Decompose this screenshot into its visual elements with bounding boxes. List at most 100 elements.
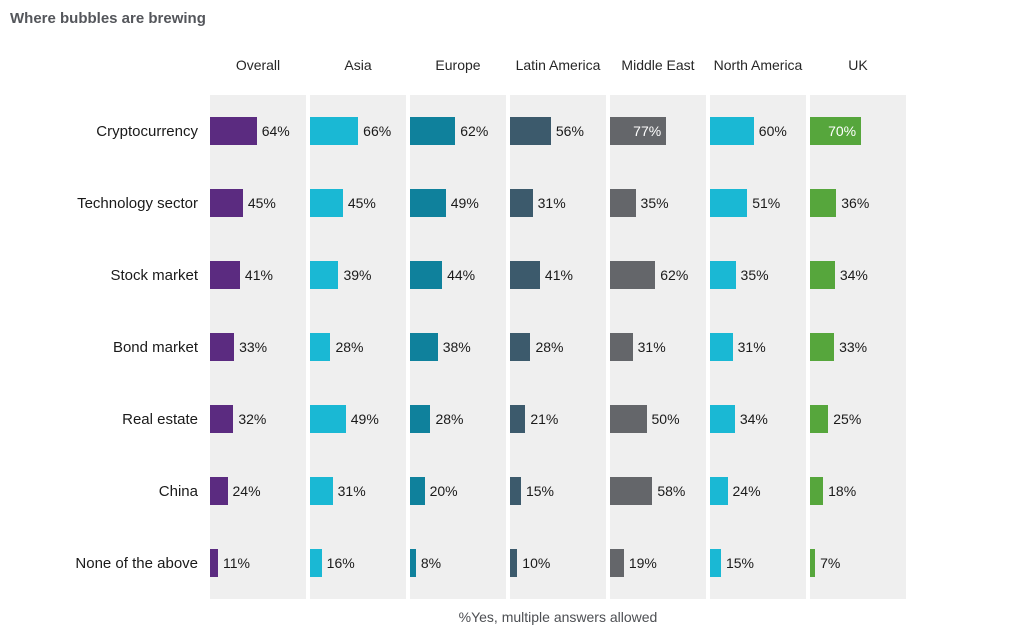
bar-columns: 64% 45% 41% 33% 32% 24% 11% 66% 45% 39% 28% 49% 31% 1… bbox=[210, 95, 906, 599]
bar bbox=[810, 333, 835, 361]
column-latin-america: 56% 31% 41% 28% 21% 15% 10% bbox=[510, 95, 606, 599]
bar-value: 24% bbox=[232, 483, 261, 499]
bar bbox=[210, 477, 228, 505]
column-header-uk: UK bbox=[848, 56, 868, 73]
row-label-cryptocurrency: Cryptocurrency bbox=[96, 122, 198, 140]
bar-cell-north-america-cryptocurrency: 60% bbox=[710, 95, 806, 167]
bar-cell-asia-china: 31% bbox=[310, 455, 406, 527]
bar-cell-latin-america-real-estate: 21% bbox=[510, 383, 606, 455]
bar-value: 7% bbox=[820, 555, 841, 571]
column-asia: 66% 45% 39% 28% 49% 31% 16% bbox=[310, 95, 406, 599]
bar bbox=[510, 117, 551, 145]
column-header-overall: Overall bbox=[235, 56, 281, 73]
bar bbox=[410, 261, 443, 289]
bar-cell-north-america-china: 24% bbox=[710, 455, 806, 527]
bar-value: 32% bbox=[238, 411, 267, 427]
bar-value: 51% bbox=[752, 195, 781, 211]
bar bbox=[310, 549, 322, 577]
bar-cell-overall-technology-sector: 45% bbox=[210, 167, 306, 239]
bar-value: 34% bbox=[739, 411, 768, 427]
bar-cell-europe-bond-market: 38% bbox=[410, 311, 506, 383]
bar-value: 19% bbox=[628, 555, 657, 571]
bar-value: 36% bbox=[841, 195, 870, 211]
bar-value: 11% bbox=[223, 555, 250, 571]
bar-value: 15% bbox=[725, 555, 754, 571]
bar bbox=[410, 405, 431, 433]
bar-value: 18% bbox=[828, 483, 857, 499]
bar-cell-asia-cryptocurrency: 66% bbox=[310, 95, 406, 167]
bar-value: 10% bbox=[522, 555, 551, 571]
bar-cell-overall-stock-market: 41% bbox=[210, 239, 306, 311]
bar-cell-middle-east-china: 58% bbox=[610, 455, 706, 527]
bar-cell-middle-east-bond-market: 31% bbox=[610, 311, 706, 383]
bar bbox=[610, 261, 656, 289]
column-header-europe: Europe bbox=[435, 56, 481, 73]
bar-value: 41% bbox=[244, 267, 273, 283]
bar bbox=[710, 117, 754, 145]
bar bbox=[610, 549, 624, 577]
bar-value: 33% bbox=[839, 339, 868, 355]
column-header-row: Overall Asia Europe Latin America Middle Eas… bbox=[0, 43, 1024, 87]
bar bbox=[310, 261, 339, 289]
bar-value: 28% bbox=[435, 411, 464, 427]
bar-cell-north-america-technology-sector: 51% bbox=[710, 167, 806, 239]
bubble-survey-chart: Overall Asia Europe Latin America Middle Eas… bbox=[0, 43, 1024, 625]
bar-value: 31% bbox=[737, 339, 766, 355]
bar-value: 16% bbox=[326, 555, 355, 571]
bar-value: 31% bbox=[537, 195, 566, 211]
bar-cell-overall-real-estate: 32% bbox=[210, 383, 306, 455]
bar-value: 62% bbox=[460, 123, 489, 139]
bar-cell-europe-none-of-the-above: 8% bbox=[410, 527, 506, 599]
bar bbox=[710, 189, 748, 217]
bar-value: 58% bbox=[657, 483, 686, 499]
bar bbox=[210, 333, 235, 361]
bar-cell-asia-stock-market: 39% bbox=[310, 239, 406, 311]
bar bbox=[710, 405, 735, 433]
row-label-none-of-the-above: None of the above bbox=[75, 554, 198, 572]
bar-value: 49% bbox=[350, 411, 379, 427]
bar-value: 56% bbox=[555, 123, 584, 139]
bar-value: 31% bbox=[337, 483, 366, 499]
bar bbox=[210, 189, 243, 217]
bar-cell-uk-cryptocurrency: 70% bbox=[810, 95, 906, 167]
bar-cell-asia-technology-sector: 45% bbox=[310, 167, 406, 239]
row-label-stock-market: Stock market bbox=[110, 266, 198, 284]
column-overall: 64% 45% 41% 33% 32% 24% 11% bbox=[210, 95, 306, 599]
column-europe: 62% 49% 44% 38% 28% 20% 8% bbox=[410, 95, 506, 599]
bar bbox=[610, 477, 653, 505]
bar bbox=[510, 549, 518, 577]
bar bbox=[510, 189, 533, 217]
bar bbox=[310, 117, 359, 145]
bar bbox=[510, 261, 540, 289]
bar-cell-latin-america-cryptocurrency: 56% bbox=[510, 95, 606, 167]
bar bbox=[310, 405, 346, 433]
bar bbox=[310, 333, 331, 361]
bar bbox=[310, 189, 343, 217]
bar-value: 66% bbox=[363, 123, 392, 139]
bar bbox=[410, 189, 446, 217]
bar bbox=[510, 477, 521, 505]
bar-cell-uk-china: 18% bbox=[810, 455, 906, 527]
column-header-asia: Asia bbox=[344, 56, 372, 73]
bar-value: 24% bbox=[732, 483, 761, 499]
bar-value: 62% bbox=[660, 267, 689, 283]
bar-cell-middle-east-real-estate: 50% bbox=[610, 383, 706, 455]
row-label-bond-market: Bond market bbox=[112, 338, 198, 356]
bar bbox=[510, 405, 526, 433]
bar bbox=[210, 117, 257, 145]
bar bbox=[710, 549, 721, 577]
bar-value: 45% bbox=[347, 195, 376, 211]
column-headers: Overall Asia Europe Latin America Middle Eas… bbox=[210, 43, 906, 87]
bar-cell-middle-east-technology-sector: 35% bbox=[610, 167, 706, 239]
bar-value: 25% bbox=[833, 411, 862, 427]
bar-value: 77% bbox=[633, 123, 662, 139]
bar-value: 20% bbox=[429, 483, 458, 499]
bar bbox=[210, 261, 240, 289]
chart-body: Cryptocurrency Technology sector Stock mar… bbox=[0, 95, 1024, 599]
bar-cell-europe-cryptocurrency: 62% bbox=[410, 95, 506, 167]
bar-cell-middle-east-cryptocurrency: 77% bbox=[610, 95, 706, 167]
bar bbox=[410, 117, 456, 145]
row-label-china: China bbox=[158, 482, 198, 500]
bar-cell-uk-technology-sector: 36% bbox=[810, 167, 906, 239]
bar-cell-asia-bond-market: 28% bbox=[310, 311, 406, 383]
